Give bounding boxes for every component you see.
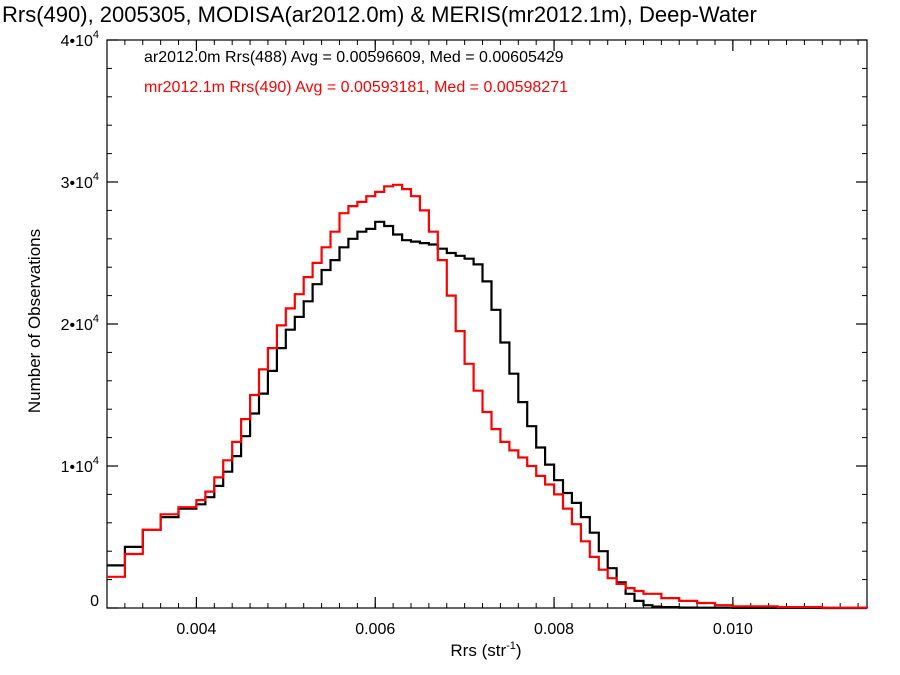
plot-axes: 0.004 0.006 0.008 0.01001•1042•1043•1044•10… (61, 29, 868, 638)
y-tick-label-exponent: 4 (93, 455, 99, 467)
y-tick-label-exponent: 4 (93, 171, 99, 183)
y-tick-label-exponent: 4 (93, 29, 99, 41)
y-tick-label: 3•104 (61, 171, 99, 192)
y-tick-label-main: 4•10 (61, 33, 93, 50)
x-tick-label: 0.008 (534, 621, 574, 638)
x-axis-label-main: Rrs (str (450, 641, 506, 660)
y-tick-label: 4•104 (61, 29, 99, 50)
y-tick-label-main: 2•10 (61, 317, 93, 334)
x-axis-label: Rrs (str-1) (450, 640, 521, 660)
x-axis-label-close: ) (516, 641, 522, 660)
y-tick-label-main: 3•10 (61, 175, 93, 192)
x-tick-label: 0.006 (355, 621, 395, 638)
y-tick-label-main: 1•10 (61, 459, 93, 476)
x-tick-label: 0.004 (176, 621, 216, 638)
y-axis-label: Number of Observations (25, 229, 44, 413)
plot-frame (106, 39, 868, 609)
legend-entry-ar2012: ar2012.0m Rrs(488) Avg = 0.00596609, Med… (144, 49, 564, 66)
legend: ar2012.0m Rrs(488) Avg = 0.00596609, Med… (144, 49, 568, 96)
x-tick-label: 0.010 (713, 621, 753, 638)
chart-title: Rrs(490), 2005305, MODISA(ar2012.0m) & M… (2, 2, 757, 27)
y-tick-label-exponent: 4 (93, 313, 99, 325)
y-tick-label: 2•104 (61, 313, 99, 334)
series-group (107, 183, 869, 610)
y-tick-label: 1•104 (61, 455, 99, 476)
y-tick-label-main: 0 (90, 593, 99, 610)
legend-entry-mr2012: mr2012.1m Rrs(490) Avg = 0.00593181, Med… (144, 79, 568, 96)
y-tick-label: 0 (90, 593, 99, 610)
x-axis-label-superscript: -1 (506, 640, 516, 652)
series-line-mr2012 (107, 183, 869, 609)
series-line-ar2012 (107, 220, 867, 610)
